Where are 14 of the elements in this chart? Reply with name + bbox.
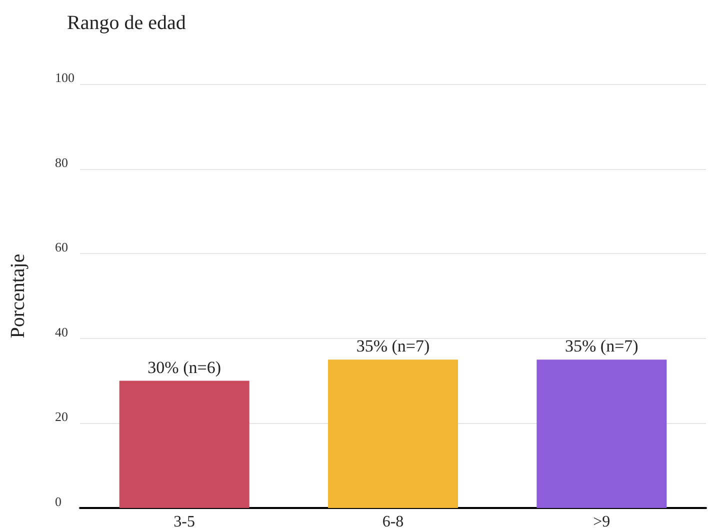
y-tick-label: 100 [55,70,74,85]
x-tick-label: 6-8 [382,514,404,530]
y-tick-label: 40 [55,324,68,340]
x-tick-label: 3-5 [174,514,195,530]
y-tick-label: 20 [55,409,68,424]
y-axis-title: Porcentaje [7,254,29,338]
y-tick-label: 0 [55,494,62,509]
data-label: 35% (n=7) [356,336,430,356]
data-label: 30% (n=6) [148,358,221,377]
chart-title: Rango de edad [67,12,186,34]
y-tick-label: 80 [55,154,68,170]
x-tick-label: >9 [593,514,610,530]
data-label: 35% (n=7) [565,336,638,356]
y-tick-label: 60 [55,240,68,255]
